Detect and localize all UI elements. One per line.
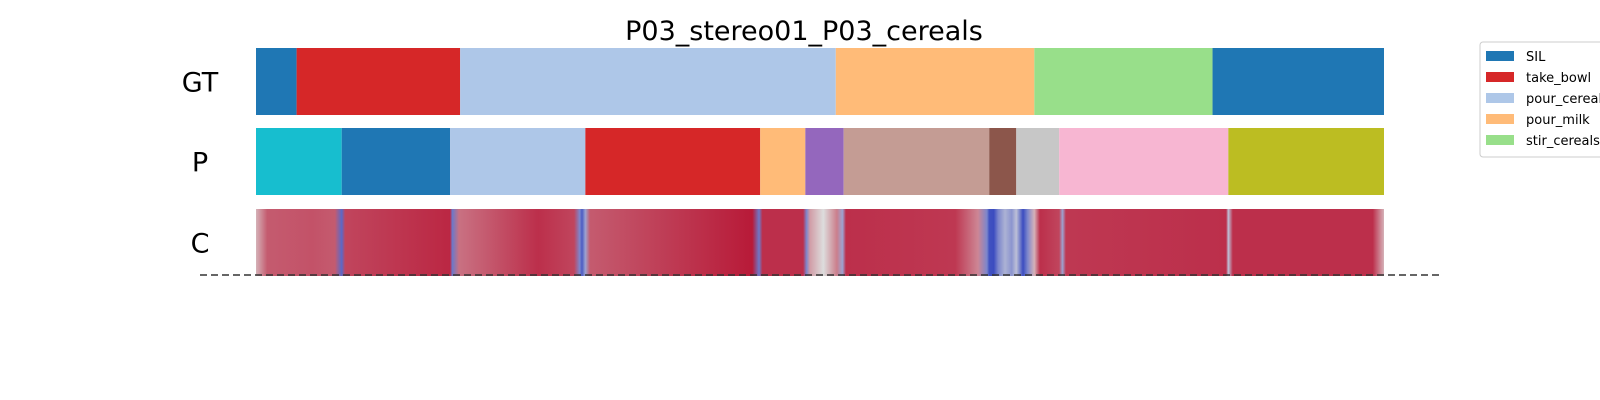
segment-p-2 <box>450 128 586 195</box>
segment-gt-1 <box>296 48 461 115</box>
segment-p-5 <box>805 128 844 195</box>
legend-swatch-pour-cereals <box>1486 93 1514 103</box>
row-label-c: C <box>191 229 210 260</box>
row-label-p: P <box>192 148 208 179</box>
legend-label-stir-cereals: stir_cereals <box>1526 134 1600 149</box>
segment-gt-2 <box>460 48 836 115</box>
segment-p-10 <box>1228 128 1384 195</box>
rows-layer: GT P C <box>182 48 1384 260</box>
segment-p-4 <box>760 128 806 195</box>
legend-label-take-bowl: take_bowl <box>1526 71 1591 86</box>
chart-title: P03_stereo01_P03_cereals <box>625 16 983 47</box>
segment-p-6 <box>843 128 990 195</box>
segment-p-9 <box>1059 128 1229 195</box>
legend: SIL take_bowl pour_cereals pour_milk stir_ce… <box>1479 41 1600 158</box>
segment-p-3 <box>585 128 761 195</box>
legend-label-SIL: SIL <box>1526 50 1546 65</box>
confidence-layer <box>256 209 1384 276</box>
legend-frame <box>1479 41 1600 158</box>
segment-gt-4 <box>1034 48 1213 115</box>
legend-swatch-pour-milk <box>1486 114 1514 124</box>
legend-swatch-SIL <box>1486 51 1514 61</box>
segment-p-1 <box>341 128 451 195</box>
row-label-gt: GT <box>182 68 219 99</box>
legend-label-pour-milk: pour_milk <box>1526 113 1590 128</box>
segment-p-8 <box>1016 128 1060 195</box>
segment-gt-5 <box>1212 48 1384 115</box>
legend-swatch-take-bowl <box>1486 72 1514 82</box>
confidence-strip <box>256 209 1384 276</box>
segment-gt-3 <box>835 48 1035 115</box>
segment-p-7 <box>989 128 1017 195</box>
segment-p-0 <box>256 128 342 195</box>
segment-gt-0 <box>256 48 297 115</box>
legend-swatch-stir-cereals <box>1486 135 1514 145</box>
legend-label-pour-cereals: pour_cereals <box>1526 92 1600 107</box>
